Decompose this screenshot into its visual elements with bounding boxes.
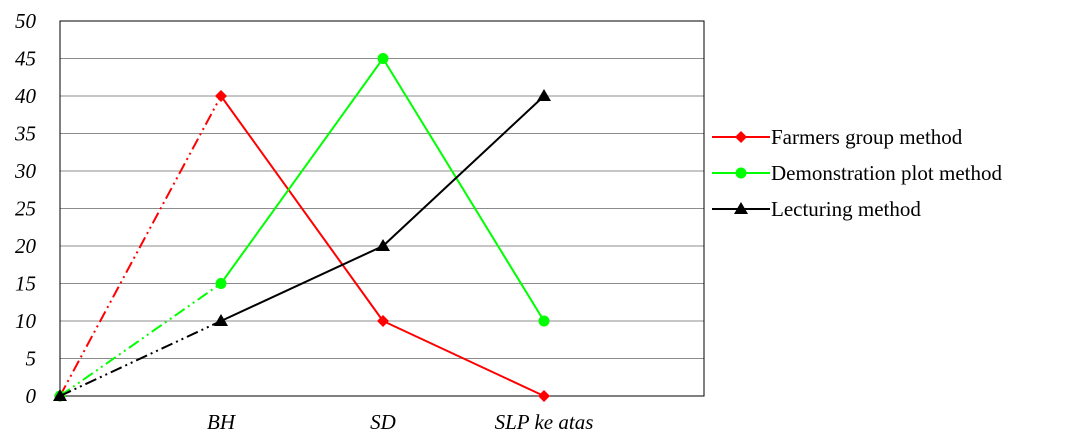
series-line bbox=[220, 56, 545, 322]
series-1 bbox=[54, 53, 550, 402]
series-line-dashed bbox=[59, 95, 222, 397]
y-tick-label: 50 bbox=[15, 9, 37, 33]
data-point bbox=[376, 239, 390, 251]
legend-marker bbox=[735, 167, 747, 179]
data-point bbox=[377, 315, 389, 327]
data-point bbox=[538, 390, 550, 402]
legend: Farmers group method Demonstration plot m… bbox=[712, 125, 1002, 221]
y-tick-label: 0 bbox=[26, 384, 37, 408]
plot-frame bbox=[59, 20, 705, 397]
gridlines bbox=[60, 58, 704, 359]
series-line-dashed bbox=[59, 320, 222, 397]
series-group bbox=[53, 53, 551, 402]
legend-marker bbox=[735, 131, 747, 143]
y-tick-label: 45 bbox=[15, 47, 36, 71]
x-tick-label: SD bbox=[370, 410, 396, 434]
series-2 bbox=[53, 89, 551, 401]
legend-marker bbox=[734, 202, 748, 214]
y-tick-label: 20 bbox=[15, 234, 37, 258]
legend-label: Lecturing method bbox=[771, 197, 921, 221]
y-tick-label: 5 bbox=[26, 347, 37, 371]
x-tick-label: SLP ke atas bbox=[495, 410, 594, 434]
y-tick-label: 30 bbox=[14, 159, 37, 183]
legend-item: Lecturing method bbox=[712, 197, 921, 221]
y-tick-label: 10 bbox=[15, 309, 37, 333]
y-tick-label: 35 bbox=[14, 122, 36, 146]
series-line-dashed bbox=[59, 282, 222, 397]
data-point bbox=[215, 90, 227, 102]
x-axis: BH SD SLP ke atas bbox=[207, 410, 593, 434]
data-point bbox=[537, 89, 551, 101]
data-point bbox=[214, 314, 228, 326]
y-tick-label: 15 bbox=[15, 272, 36, 296]
legend-label: Farmers group method bbox=[771, 125, 963, 149]
data-point bbox=[53, 389, 67, 401]
legend-item: Demonstration plot method bbox=[712, 161, 1002, 185]
legend-label: Demonstration plot method bbox=[771, 161, 1002, 185]
data-point bbox=[215, 278, 227, 289]
y-axis: 0 5 10 15 20 25 30 35 40 45 50 bbox=[14, 9, 37, 408]
legend-item: Farmers group method bbox=[712, 125, 963, 149]
y-tick-label: 25 bbox=[15, 197, 36, 221]
x-tick-label: BH bbox=[207, 410, 237, 434]
y-tick-label: 40 bbox=[15, 84, 37, 108]
data-point bbox=[377, 53, 389, 64]
data-point bbox=[538, 315, 550, 327]
